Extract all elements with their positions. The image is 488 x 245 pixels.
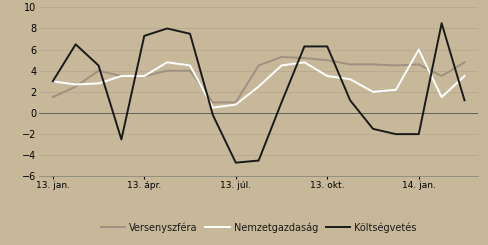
Nemzetgazdaság [393, 88, 399, 91]
Költségvetés [439, 22, 445, 25]
Költségvetés [73, 43, 79, 46]
Költségvetés [50, 80, 56, 83]
Költségvetés [119, 138, 124, 141]
Költségvetés [325, 45, 330, 48]
Line: Költségvetés: Költségvetés [53, 23, 465, 163]
Versenyszféra [119, 74, 124, 77]
Költségvetés [187, 32, 193, 35]
Versenyszféra [142, 74, 147, 77]
Versenyszféra [96, 69, 102, 72]
Költségvetés [462, 99, 468, 102]
Versenyszféra [279, 56, 285, 59]
Versenyszféra [233, 101, 239, 104]
Költségvetés [370, 127, 376, 130]
Költségvetés [347, 99, 353, 102]
Költségvetés [96, 64, 102, 67]
Versenyszféra [73, 85, 79, 88]
Nemzetgazdaság [370, 90, 376, 93]
Nemzetgazdaság [256, 85, 262, 88]
Nemzetgazdaság [119, 74, 124, 77]
Versenyszféra [347, 63, 353, 66]
Line: Versenyszféra: Versenyszféra [53, 57, 465, 102]
Költségvetés [210, 114, 216, 117]
Nemzetgazdaság [233, 103, 239, 106]
Versenyszféra [256, 64, 262, 67]
Költségvetés [302, 45, 307, 48]
Versenyszféra [393, 64, 399, 67]
Versenyszféra [439, 74, 445, 77]
Nemzetgazdaság [347, 78, 353, 81]
Line: Nemzetgazdaság: Nemzetgazdaság [53, 49, 465, 108]
Költségvetés [393, 133, 399, 136]
Nemzetgazdaság [416, 48, 422, 51]
Nemzetgazdaság [73, 83, 79, 86]
Nemzetgazdaság [462, 74, 468, 77]
Versenyszféra [370, 63, 376, 66]
Versenyszféra [302, 57, 307, 60]
Nemzetgazdaság [439, 96, 445, 99]
Versenyszféra [462, 61, 468, 64]
Versenyszféra [210, 101, 216, 104]
Nemzetgazdaság [164, 61, 170, 64]
Versenyszféra [164, 69, 170, 72]
Költségvetés [142, 34, 147, 37]
Legend: Versenyszféra, Nemzetgazdaság, Költségvetés: Versenyszféra, Nemzetgazdaság, Költségve… [97, 219, 420, 237]
Költségvetés [233, 161, 239, 164]
Versenyszféra [187, 69, 193, 72]
Nemzetgazdaság [96, 82, 102, 85]
Versenyszféra [416, 63, 422, 66]
Nemzetgazdaság [187, 64, 193, 67]
Nemzetgazdaság [50, 80, 56, 83]
Költségvetés [164, 27, 170, 30]
Nemzetgazdaság [302, 61, 307, 64]
Versenyszféra [50, 96, 56, 99]
Költségvetés [279, 101, 285, 104]
Nemzetgazdaság [142, 74, 147, 77]
Nemzetgazdaság [325, 74, 330, 77]
Költségvetés [416, 133, 422, 136]
Nemzetgazdaság [210, 106, 216, 109]
Versenyszféra [325, 59, 330, 62]
Nemzetgazdaság [279, 64, 285, 67]
Költségvetés [256, 159, 262, 162]
